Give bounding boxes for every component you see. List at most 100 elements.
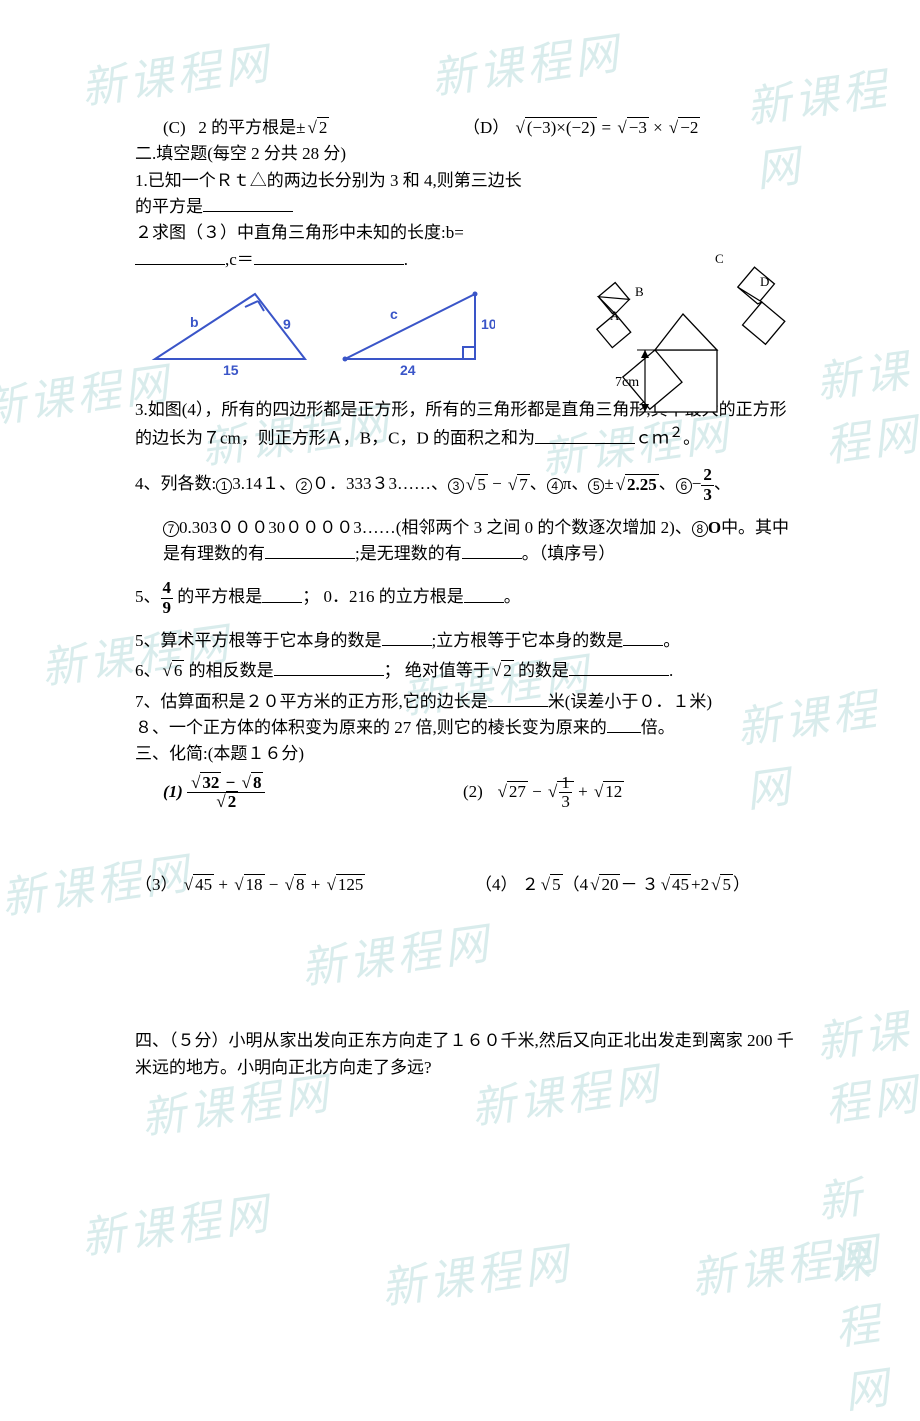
q4-end: 。（填序号） — [522, 544, 616, 563]
svg-text:9: 9 — [283, 316, 291, 332]
blank — [569, 659, 669, 676]
q6: 6、6 的相反数是； 绝对值等于2 的数是. — [135, 658, 795, 684]
svg-text:10: 10 — [481, 316, 495, 332]
blank — [265, 542, 355, 559]
times: × — [649, 118, 667, 137]
q5b-end: 。 — [663, 631, 680, 650]
q4-mid: ;是无理数的有 — [355, 544, 462, 563]
q6-mid1: 的相反数是 — [184, 661, 273, 680]
q6-mid3: 的数是 — [514, 661, 569, 680]
p4-lead: ２ — [522, 875, 539, 894]
q8-tail: 倍。 — [641, 718, 675, 737]
sqrt8: 8 — [283, 872, 307, 898]
q8-text: ８、一个正方体的体积变为原来的 27 倍,则它的棱长变为原来的 — [135, 718, 607, 737]
option-c-label: (C) — [163, 118, 186, 137]
mc-row: (C) 2 的平方根是±2 （D） (−3)×(−2) = −3 × −2 — [135, 115, 795, 141]
sqrt5c: 5 — [539, 872, 563, 898]
sqrt27: 27 — [496, 779, 528, 805]
q3-end: 。 — [683, 429, 700, 448]
q6-end: . — [669, 661, 673, 680]
sqrt-2: 2 — [306, 115, 330, 141]
triangle-1: b 9 15 — [145, 279, 315, 379]
simplify-1: (1) 32 − 8 2 — [163, 774, 463, 812]
q5a: 5、49 的平方根是； 0．216 的立方根是。 — [135, 579, 795, 617]
q5a-mid2: ； 0．216 的立方根是 — [302, 588, 464, 607]
q5b: 5、算术平方根等于它本身的数是;立方根等于它本身的数是。 — [135, 628, 795, 654]
simplify-2: (2) 27 − 13 + 12 — [463, 774, 624, 812]
circled-8: 8 — [692, 521, 708, 537]
minus: − — [488, 475, 506, 494]
q4: 4、列各数:13.14１、2０．333３3……、35 − 7、4π、5±2.25… — [135, 466, 795, 504]
blank — [135, 248, 225, 265]
plus: +2 — [691, 875, 709, 894]
neg: − — [692, 475, 702, 494]
sqrt-lhs: (−3)×(−2) — [514, 115, 598, 141]
sqrt225: 2.25 — [614, 472, 659, 498]
watermark: 新课程网 — [686, 1217, 885, 1307]
q7: 7、估算面积是２０平方米的正方形,它的边长是 米(误差小于０．１米) — [135, 689, 795, 715]
plus: + — [574, 782, 592, 801]
equals: = — [597, 118, 615, 137]
q5a-pre: 5、 — [135, 588, 161, 607]
watermark: 新课程网 — [376, 1227, 575, 1317]
q7-text: 7、估算面积是２０平方米的正方形,它的边长是 — [135, 692, 488, 711]
sqrt45b: 45 — [659, 872, 691, 898]
q4-line2: 70.303０００30００００3……(相邻两个 3 之间 0 的个数逐次增加 2… — [163, 515, 795, 568]
watermark: 新课程网 — [426, 17, 625, 107]
svg-text:c: c — [390, 306, 398, 322]
option-d-label: （D） — [463, 118, 509, 137]
pm: ± — [604, 475, 613, 494]
section-3-heading: 三、化简:(本题１６分) — [135, 741, 795, 767]
q2-text-b: ,c＝ — [225, 250, 254, 269]
circled-7: 7 — [163, 521, 179, 537]
q5b-mid: ;立方根等于它本身的数是 — [432, 631, 624, 650]
watermark: 新课程网 — [812, 334, 920, 475]
sqrt-neg2: −2 — [667, 115, 700, 141]
q2-text-a: ２求图（３）中直角三角形中未知的长度:b= — [135, 223, 464, 242]
minus: − — [265, 875, 283, 894]
option-c: (C) 2 的平方根是±2 — [163, 115, 463, 141]
sqrt45: 45 — [182, 872, 214, 898]
blank — [535, 427, 635, 444]
circled-5: 5 — [588, 478, 604, 494]
blank — [462, 542, 522, 559]
sqrt-frac: 13 — [546, 774, 574, 812]
q4-pre: 4、列各数: — [135, 475, 216, 494]
q1-q2-text: 1.已知一个Ｒｔ△的两边长分别为 3 和 4,则第三边长的平方是 ２求图（３）中… — [135, 168, 535, 273]
svg-text:A: A — [610, 308, 620, 323]
svg-text:C: C — [715, 251, 724, 266]
sqrt5: 5 — [464, 472, 488, 498]
p1-frac: 32 − 8 2 — [187, 774, 265, 812]
minus: － ３ — [620, 875, 658, 894]
p3-label: （3） — [135, 875, 178, 894]
q8: ８、一个正方体的体积变为原来的 27 倍,则它的棱长变为原来的 倍。 — [135, 715, 795, 741]
circled-6: 6 — [676, 478, 692, 494]
svg-text:D: D — [760, 274, 769, 289]
blank — [203, 195, 293, 212]
plus: + — [214, 875, 232, 894]
svg-text:15: 15 — [223, 362, 239, 378]
sqrt6: 6 — [161, 658, 185, 684]
sqrt2b: 2 — [490, 658, 514, 684]
watermark: 新课程网 — [76, 1177, 275, 1267]
sqrt125: 125 — [325, 872, 366, 898]
blank — [262, 586, 302, 603]
q3-unit: ｃｍ — [635, 429, 669, 448]
blank — [488, 690, 548, 707]
frac-4-9: 49 — [161, 579, 174, 617]
circled-2: 2 — [296, 478, 312, 494]
q7-tail: 米(误差小于０．１米) — [548, 692, 712, 711]
blank — [254, 248, 404, 265]
q5a-mid: 的平方根是 — [173, 588, 262, 607]
svg-text:b: b — [190, 314, 199, 330]
blank — [464, 586, 504, 603]
minus: − — [528, 782, 546, 801]
svg-text:7cm: 7cm — [615, 375, 639, 390]
section-2-heading: 二.填空题(每空 2 分共 28 分) — [135, 141, 795, 167]
simplify-4: （4） ２5（420－ ３45+25） — [475, 872, 750, 898]
triangle-2: c 10 24 — [335, 279, 495, 379]
svg-text:B: B — [635, 284, 644, 299]
close: ） — [733, 875, 750, 894]
option-c-text: 2 的平方根是± — [198, 118, 305, 137]
sqrt5d: 5 — [709, 872, 733, 898]
